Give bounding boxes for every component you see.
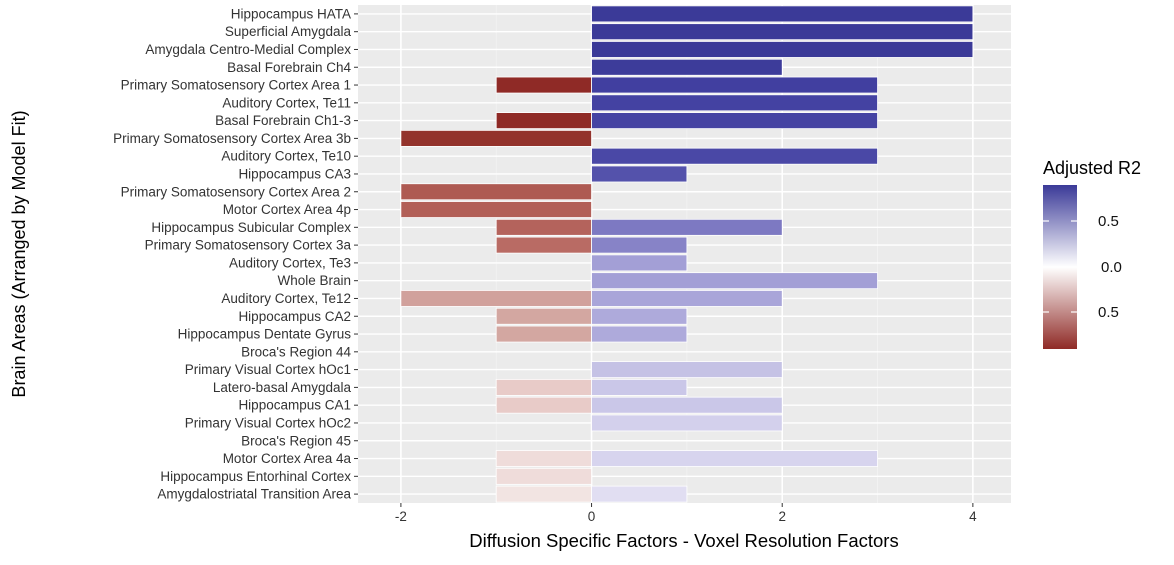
bar [591, 112, 878, 130]
bar [591, 41, 974, 58]
y-axis: Hippocampus HATA Superficial Amygdala Amyg… [113, 6, 358, 502]
bar [495, 76, 592, 94]
bar [495, 325, 592, 343]
bar [591, 325, 688, 343]
bar [495, 485, 592, 503]
y-tick-label: Primary Visual Cortex hOc1 [185, 362, 351, 377]
y-tick-label: Hippocampus Subicular Complex [151, 220, 351, 235]
y-tick-label: Amygdalostriatal Transition Area [157, 487, 351, 502]
bar [495, 112, 592, 130]
bar [400, 201, 592, 218]
bar [591, 378, 688, 396]
bar [591, 361, 783, 379]
legend-label-bottom: 0.5 [1098, 304, 1119, 321]
y-tick-label: Hippocampus CA2 [238, 309, 351, 324]
x-tick-label: 4 [969, 509, 977, 524]
bar [591, 254, 688, 272]
bar [495, 396, 592, 414]
bar [591, 414, 783, 432]
bar [400, 129, 592, 147]
y-tick-label: Hippocampus CA1 [238, 398, 351, 413]
y-tick-label: Hippocampus HATA [231, 6, 351, 21]
x-tick-label: 2 [778, 509, 786, 524]
y-tick-label: Auditory Cortex, Te11 [222, 95, 351, 110]
y-tick-label: Auditory Cortex, Te3 [229, 255, 351, 270]
y-tick-label: Primary Somatosensory Cortex Area 1 [121, 78, 351, 93]
x-tick-label: 0 [588, 509, 596, 524]
y-tick-label: Amygdala Centro-Medial Complex [145, 42, 351, 57]
bar [591, 76, 878, 94]
y-tick-label: Primary Somatosensory Cortex 3a [145, 238, 352, 253]
bar [400, 290, 592, 307]
bar [591, 218, 783, 236]
bar [591, 307, 688, 325]
y-tick-label: Broca's Region 45 [241, 433, 351, 448]
y-tick-label: Motor Cortex Area 4a [223, 451, 352, 466]
y-tick-label: Motor Cortex Area 4p [223, 202, 351, 217]
bar [400, 183, 592, 201]
legend-title: Adjusted R2 [1043, 158, 1141, 178]
bar [591, 165, 688, 183]
bar [495, 467, 592, 485]
y-tick-label: Auditory Cortex, Te12 [221, 291, 351, 306]
bar [591, 58, 783, 76]
y-tick-label: Primary Somatosensory Cortex Area 2 [121, 184, 351, 199]
bar [591, 272, 878, 290]
y-tick-label: Hippocampus CA3 [238, 166, 351, 181]
y-tick-label: Primary Somatosensory Cortex Area 3b [113, 131, 351, 146]
y-tick-label: Basal Forebrain Ch1-3 [215, 113, 351, 128]
bar [591, 147, 878, 165]
y-tick-label: Whole Brain [277, 273, 351, 288]
bars [400, 5, 974, 503]
y-tick-label: Hippocampus Entorhinal Cortex [160, 469, 351, 484]
bar [495, 307, 592, 325]
y-tick-label: Superficial Amygdala [225, 24, 352, 39]
bar [591, 5, 974, 23]
bar [495, 450, 592, 467]
bar [591, 94, 878, 112]
y-tick-label: Latero-basal Amygdala [213, 380, 352, 395]
x-axis-title: Diffusion Specific Factors - Voxel Resol… [469, 530, 898, 551]
legend-label-top: 0.5 [1098, 213, 1119, 230]
y-tick-label: Broca's Region 44 [241, 344, 351, 359]
y-axis-title: Brain Areas (Arranged by Model Fit) [9, 110, 29, 397]
bar [591, 450, 878, 467]
bar [591, 23, 974, 41]
x-tick-label: -2 [395, 509, 407, 524]
bar [591, 290, 783, 307]
legend: Adjusted R2 0.5 0.0 0.5 [1043, 158, 1141, 349]
bar [495, 218, 592, 236]
bar [495, 236, 592, 254]
y-tick-label: Primary Visual Cortex hOc2 [185, 415, 351, 430]
x-axis: -2 0 2 4 [395, 503, 977, 524]
bar [591, 485, 688, 503]
legend-label-mid: 0.0 [1101, 259, 1122, 276]
bar [591, 396, 783, 414]
y-tick-label: Hippocampus Dentate Gyrus [178, 327, 352, 342]
bar [591, 236, 688, 254]
bar [495, 378, 592, 396]
y-tick-label: Basal Forebrain Ch4 [227, 60, 351, 75]
y-tick-label: Auditory Cortex, Te10 [221, 149, 351, 164]
